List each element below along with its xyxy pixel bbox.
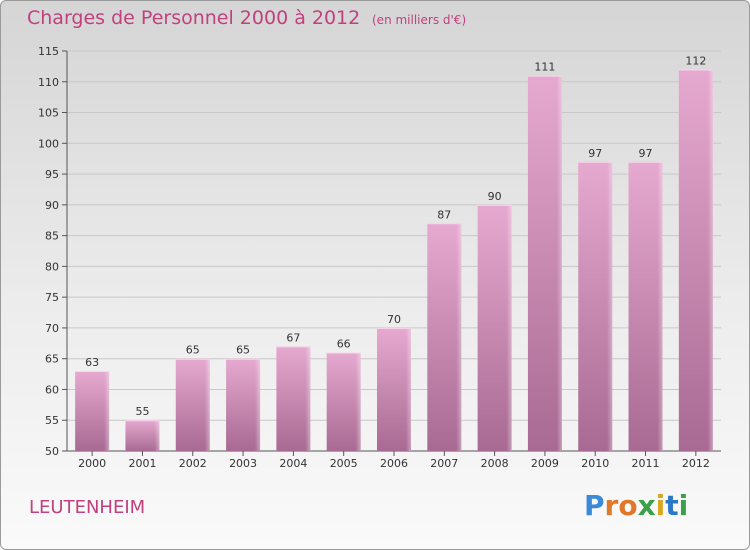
x-tick-label: 2012: [682, 457, 710, 470]
x-tick-label: 2004: [279, 457, 307, 470]
bar-highlight: [175, 358, 210, 451]
logo-letter: i: [655, 489, 666, 522]
chart-subtitle: (en milliers d'€): [372, 13, 467, 27]
x-tick-label: 2010: [581, 457, 609, 470]
y-tick-label: 85: [45, 230, 59, 243]
data-label: 97: [639, 147, 653, 160]
y-tick-label: 70: [45, 322, 59, 335]
x-tick-label: 2002: [179, 457, 207, 470]
bar-highlight: [628, 161, 663, 451]
bar-highlight: [477, 204, 512, 451]
x-tick-label: 2006: [380, 457, 408, 470]
x-tick-label: 2011: [632, 457, 660, 470]
data-label: 90: [488, 190, 502, 203]
x-tick-label: 2009: [531, 457, 559, 470]
data-label: 70: [387, 313, 401, 326]
data-label: 65: [236, 344, 250, 357]
y-tick-label: 105: [38, 107, 59, 120]
bar-highlight: [427, 223, 462, 451]
y-tick-label: 55: [45, 414, 59, 427]
y-tick-label: 60: [45, 383, 59, 396]
bar-highlight: [527, 75, 562, 451]
logo-letter: r: [604, 489, 619, 522]
y-tick-label: 100: [38, 137, 59, 150]
bar-highlight: [125, 420, 160, 451]
data-label: 112: [685, 54, 706, 67]
y-tick-label: 75: [45, 291, 59, 304]
y-tick-label: 80: [45, 260, 59, 273]
x-tick-label: 2003: [229, 457, 257, 470]
data-label: 97: [588, 147, 602, 160]
x-tick-label: 2001: [128, 457, 156, 470]
data-label: 65: [186, 344, 200, 357]
data-label: 66: [337, 338, 351, 351]
y-tick-label: 95: [45, 168, 59, 181]
bar-highlight: [75, 371, 110, 451]
y-tick-label: 50: [45, 445, 59, 458]
data-label: 111: [534, 61, 555, 74]
chart-title: Charges de Personnel 2000 à 2012: [27, 7, 361, 29]
x-tick-label: 2007: [430, 457, 458, 470]
data-label: 55: [135, 405, 149, 418]
y-tick-label: 65: [45, 353, 59, 366]
logo-letter: i: [678, 489, 689, 522]
bar-highlight: [678, 69, 713, 451]
x-tick-label: 2000: [78, 457, 106, 470]
bar-highlight: [326, 352, 361, 451]
x-tick-label: 2008: [481, 457, 509, 470]
proxiti-logo: Proxiti: [584, 489, 688, 522]
data-label: 87: [437, 208, 451, 221]
logo-letter: x: [637, 489, 656, 522]
bar-highlight: [226, 358, 261, 451]
x-tick-label: 2005: [330, 457, 358, 470]
logo-letter: o: [618, 489, 638, 522]
logo-letter: t: [665, 489, 679, 522]
bar-highlight: [578, 161, 613, 451]
logo-letter: P: [584, 489, 605, 522]
y-tick-label: 110: [38, 76, 59, 89]
location-name: LEUTENHEIM: [29, 497, 146, 518]
data-label: 63: [85, 356, 99, 369]
data-label: 67: [286, 331, 300, 344]
bar-highlight: [276, 346, 311, 451]
y-tick-label: 115: [38, 45, 59, 58]
y-tick-label: 90: [45, 199, 59, 212]
bar-highlight: [377, 327, 411, 451]
